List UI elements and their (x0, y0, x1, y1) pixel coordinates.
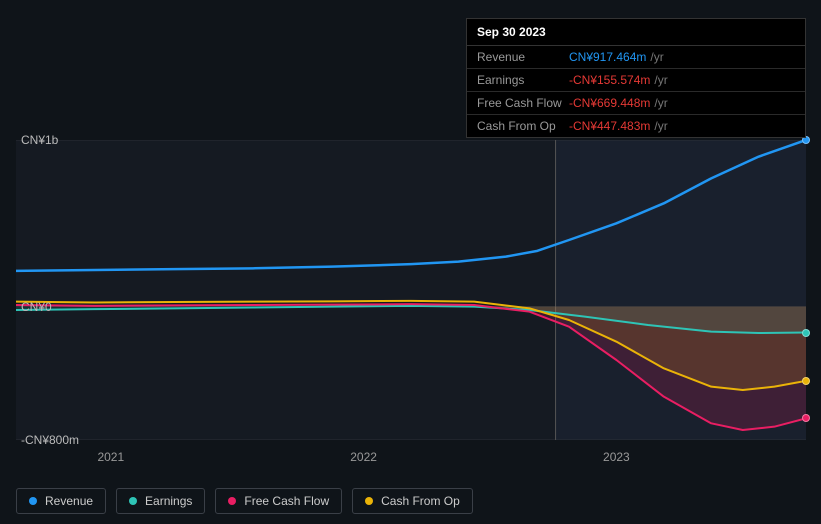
legend-item-fcf[interactable]: Free Cash Flow (215, 488, 342, 514)
legend-dot-icon (29, 497, 37, 505)
chart-tooltip: Sep 30 2023 Revenue CN¥917.464m /yr Earn… (466, 18, 806, 138)
x-axis-label: 2023 (603, 450, 630, 464)
legend-item-revenue[interactable]: Revenue (16, 488, 106, 514)
legend-label: Cash From Op (381, 494, 460, 508)
legend-dot-icon (228, 497, 236, 505)
x-axis-label: 2021 (97, 450, 124, 464)
tooltip-row-revenue: Revenue CN¥917.464m /yr (467, 46, 805, 69)
tooltip-date: Sep 30 2023 (467, 19, 805, 46)
tooltip-row-earnings: Earnings -CN¥155.574m /yr (467, 69, 805, 92)
legend-dot-icon (129, 497, 137, 505)
tooltip-value: -CN¥155.574m (569, 73, 650, 87)
series-end-marker (802, 329, 810, 337)
tooltip-value: -CN¥669.448m (569, 96, 650, 110)
legend-label: Earnings (145, 494, 192, 508)
tooltip-row-cfo: Cash From Op -CN¥447.483m /yr (467, 115, 805, 137)
series-end-marker (802, 377, 810, 385)
tooltip-suffix: /yr (654, 96, 667, 110)
legend-label: Free Cash Flow (244, 494, 329, 508)
tooltip-suffix: /yr (654, 73, 667, 87)
tooltip-label: Cash From Op (477, 119, 569, 133)
y-axis-label: CN¥0 (21, 300, 52, 314)
tooltip-value: -CN¥447.483m (569, 119, 650, 133)
tooltip-value: CN¥917.464m (569, 50, 646, 64)
y-axis-label: CN¥1b (21, 133, 58, 147)
tooltip-label: Revenue (477, 50, 569, 64)
series-end-marker (802, 414, 810, 422)
y-axis-label: -CN¥800m (21, 433, 79, 447)
tooltip-label: Earnings (477, 73, 569, 87)
chart-legend: Revenue Earnings Free Cash Flow Cash Fro… (16, 488, 473, 514)
financials-chart[interactable]: Past CN¥1bCN¥0-CN¥800m202120222023 (16, 120, 806, 470)
legend-label: Revenue (45, 494, 93, 508)
tooltip-suffix: /yr (654, 119, 667, 133)
legend-item-earnings[interactable]: Earnings (116, 488, 205, 514)
legend-dot-icon (365, 497, 373, 505)
tooltip-suffix: /yr (650, 50, 663, 64)
x-axis-label: 2022 (350, 450, 377, 464)
tooltip-label: Free Cash Flow (477, 96, 569, 110)
chart-plot (16, 140, 806, 440)
legend-item-cfo[interactable]: Cash From Op (352, 488, 473, 514)
tooltip-row-fcf: Free Cash Flow -CN¥669.448m /yr (467, 92, 805, 115)
